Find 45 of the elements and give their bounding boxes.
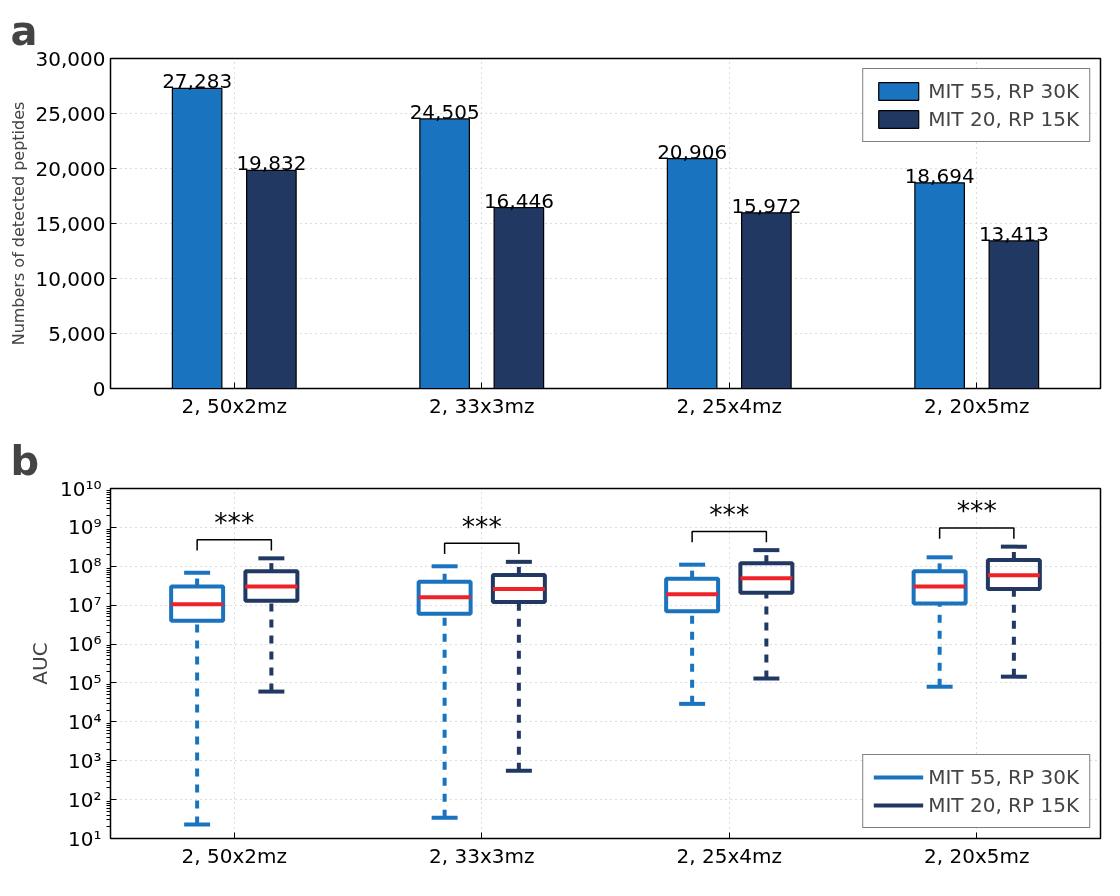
data-label: 16,446 — [483, 188, 554, 213]
x-tick-label: 2, 20x5mz — [924, 393, 1030, 418]
x-tick-label: 2, 33x3mz — [429, 843, 535, 868]
x-tick-label: 2, 50x2mz — [181, 843, 287, 868]
legend-label: MIT 55, RP 30K — [928, 765, 1079, 789]
x-tick-label: 2, 33x3mz — [429, 393, 535, 418]
y-tick-label: 10¹ — [68, 826, 102, 851]
data-label: 15,972 — [731, 193, 802, 218]
y-tick-label: 30,000 — [35, 46, 106, 71]
y-tick-label: 0 — [92, 376, 106, 401]
annotation: *** — [709, 498, 750, 530]
data-label: 18,694 — [904, 163, 975, 188]
y-tick-label: 10² — [68, 787, 102, 812]
y-tick-label: 20,000 — [35, 156, 106, 181]
y-tick-label: 10³ — [68, 748, 102, 773]
x-tick-label: 2, 20x5mz — [924, 843, 1030, 868]
legend-label: MIT 20, RP 15K — [928, 793, 1079, 817]
y-axis-title: Numbers of detected peptides — [8, 101, 28, 346]
data-label: 27,283 — [162, 69, 233, 94]
y-tick-label: 10⁶ — [68, 632, 102, 657]
y-tick-label: 10,000 — [35, 266, 106, 291]
x-tick-label: 2, 25x4mz — [676, 843, 782, 868]
data-label: 19,832 — [236, 151, 307, 176]
legend-label: MIT 55, RP 30K — [928, 79, 1079, 103]
y-axis-title: AUC — [28, 642, 53, 685]
annotation: *** — [214, 507, 255, 539]
annotation: *** — [461, 510, 502, 542]
y-tick-label: 10⁷ — [68, 593, 102, 618]
legend-label: MIT 20, RP 15K — [928, 107, 1079, 131]
y-tick-label: 10⁴ — [68, 709, 102, 734]
y-tick-label: 10⁵ — [68, 670, 102, 695]
y-tick-label: 10¹⁰ — [60, 476, 102, 501]
annotation: *** — [956, 495, 997, 527]
y-tick-label: 10⁸ — [68, 554, 102, 579]
chart-title: a — [10, 7, 38, 54]
x-tick-label: 2, 25x4mz — [676, 393, 782, 418]
data-label: 20,906 — [657, 139, 728, 164]
data-label: 24,505 — [409, 99, 480, 124]
chart-title: b — [10, 437, 40, 484]
y-tick-label: 10⁹ — [68, 515, 102, 540]
y-tick-label: 5,000 — [48, 321, 106, 346]
data-label: 13,413 — [978, 221, 1049, 246]
y-tick-label: 15,000 — [35, 211, 106, 236]
x-tick-label: 2, 50x2mz — [181, 393, 287, 418]
y-tick-label: 25,000 — [35, 101, 106, 126]
